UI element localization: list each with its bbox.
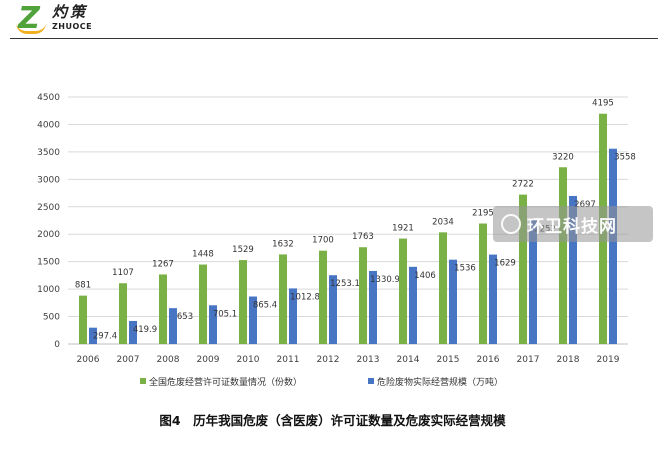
bar-scale xyxy=(329,275,337,344)
brand-logo[interactable]: Z 灼策 ZHUOCE xyxy=(10,3,130,37)
data-label-licenses: 1700 xyxy=(312,236,334,246)
y-tick-label: 4500 xyxy=(37,93,60,103)
data-label-scale: 419.9 xyxy=(133,325,157,335)
y-tick-label: 3500 xyxy=(37,148,60,158)
legend-item-licenses: 全国危废经营许可证数量情况（份数） xyxy=(140,374,302,388)
bar-licenses xyxy=(479,223,487,344)
data-label-scale: 1330.9 xyxy=(370,275,400,285)
data-label-scale: 2697 xyxy=(574,200,596,210)
bar-licenses xyxy=(119,283,127,344)
x-tick-label: 2019 xyxy=(597,355,620,365)
x-tick-label: 2015 xyxy=(437,355,460,365)
chart-legend: 全国危废经营许可证数量情况（份数） 危险废物实际经营规模（万吨） xyxy=(140,374,660,388)
data-label-scale: 705.1 xyxy=(213,309,237,319)
y-tick-label: 1000 xyxy=(37,285,60,295)
data-label-licenses: 1921 xyxy=(392,224,414,234)
x-tick-label: 2017 xyxy=(517,355,540,365)
bar-scale xyxy=(409,266,417,344)
data-label-licenses: 1529 xyxy=(232,245,254,255)
x-tick-label: 2013 xyxy=(357,355,380,365)
bar-licenses xyxy=(79,295,87,344)
data-label-licenses: 1448 xyxy=(192,250,214,260)
x-tick-label: 2016 xyxy=(477,355,500,365)
data-label-licenses: 2034 xyxy=(432,217,454,227)
bar-scale xyxy=(89,327,97,344)
legend-item-scale: 危险废物实际经营规模（万吨） xyxy=(368,374,503,388)
data-label-licenses: 2722 xyxy=(512,180,534,190)
y-tick-label: 1500 xyxy=(37,258,60,268)
data-label-licenses: 881 xyxy=(75,281,91,291)
data-label-licenses: 2195 xyxy=(472,209,494,219)
bar-scale xyxy=(249,296,257,344)
data-label-scale: 1629 xyxy=(494,259,516,269)
data-label-licenses: 1763 xyxy=(352,232,374,242)
data-label-licenses: 4195 xyxy=(592,99,614,109)
legend-label-scale: 危险废物实际经营规模（万吨） xyxy=(377,377,504,388)
x-tick-label: 2007 xyxy=(117,355,140,365)
bar-scale xyxy=(369,270,377,344)
bar-scale xyxy=(289,288,297,344)
x-tick-label: 2011 xyxy=(277,355,300,365)
bar-licenses xyxy=(279,254,287,344)
legend-label-licenses: 全国危废经营许可证数量情况（份数） xyxy=(149,377,303,388)
y-tick-label: 2500 xyxy=(37,203,60,213)
logo-swoosh xyxy=(16,23,46,34)
bar-licenses xyxy=(559,167,567,344)
bar-scale xyxy=(529,220,537,344)
data-label-scale: 1406 xyxy=(414,271,436,281)
data-label-scale: 1253.1 xyxy=(330,279,360,289)
data-label-licenses: 3220 xyxy=(552,152,574,162)
y-tick-label: 500 xyxy=(43,313,60,323)
data-label-scale: 1536 xyxy=(454,264,476,274)
logo-english-name: ZHUOCE xyxy=(52,22,93,31)
bar-licenses xyxy=(519,194,527,344)
legend-swatch-blue xyxy=(368,378,374,384)
y-tick-label: 3000 xyxy=(37,175,60,185)
data-label-licenses: 1267 xyxy=(152,259,174,269)
logo-chinese-name: 灼策 xyxy=(52,3,89,21)
data-label-licenses: 1632 xyxy=(272,239,294,249)
header-divider xyxy=(10,38,658,39)
bar-licenses xyxy=(399,238,407,344)
data-label-scale: 865.4 xyxy=(253,300,277,310)
x-tick-label: 2009 xyxy=(197,355,220,365)
bar-scale xyxy=(489,254,497,344)
data-label-scale: 653 xyxy=(177,312,193,322)
bar-licenses xyxy=(439,232,447,344)
bar-scale xyxy=(569,195,577,344)
bar-scale xyxy=(609,148,617,344)
data-label-licenses: 1107 xyxy=(112,268,134,278)
x-tick-label: 2014 xyxy=(397,355,420,365)
bar-licenses xyxy=(239,260,247,344)
watermark-badge: 环卫科技网 xyxy=(493,206,653,242)
y-tick-label: 0 xyxy=(54,340,60,350)
data-label-scale: 3558 xyxy=(614,153,636,163)
y-tick-label: 2000 xyxy=(37,230,60,240)
x-tick-label: 2008 xyxy=(157,355,180,365)
watermark-globe-icon xyxy=(501,214,521,234)
figure-caption: 图4 历年我国危废（含医废）许可证数量及危废实际经营规模 xyxy=(159,413,506,428)
bar-scale xyxy=(449,259,457,344)
y-tick-label: 4000 xyxy=(37,120,60,130)
bar-licenses xyxy=(159,274,167,344)
bar-licenses xyxy=(359,247,367,344)
header: Z 灼策 ZHUOCE xyxy=(0,0,665,40)
bar-licenses xyxy=(319,250,327,344)
data-label-scale: 297.4 xyxy=(93,332,117,342)
watermark-text: 环卫科技网 xyxy=(527,216,617,237)
x-tick-label: 2006 xyxy=(77,355,100,365)
x-tick-label: 2010 xyxy=(237,355,260,365)
bar-licenses xyxy=(199,264,207,344)
data-label-scale: 1012.8 xyxy=(290,292,320,302)
bar-scale xyxy=(169,308,177,344)
bar-scale xyxy=(129,320,137,344)
x-tick-label: 2012 xyxy=(317,355,340,365)
legend-swatch-green xyxy=(140,378,146,384)
x-tick-label: 2018 xyxy=(557,355,580,365)
bar-scale xyxy=(209,305,217,344)
